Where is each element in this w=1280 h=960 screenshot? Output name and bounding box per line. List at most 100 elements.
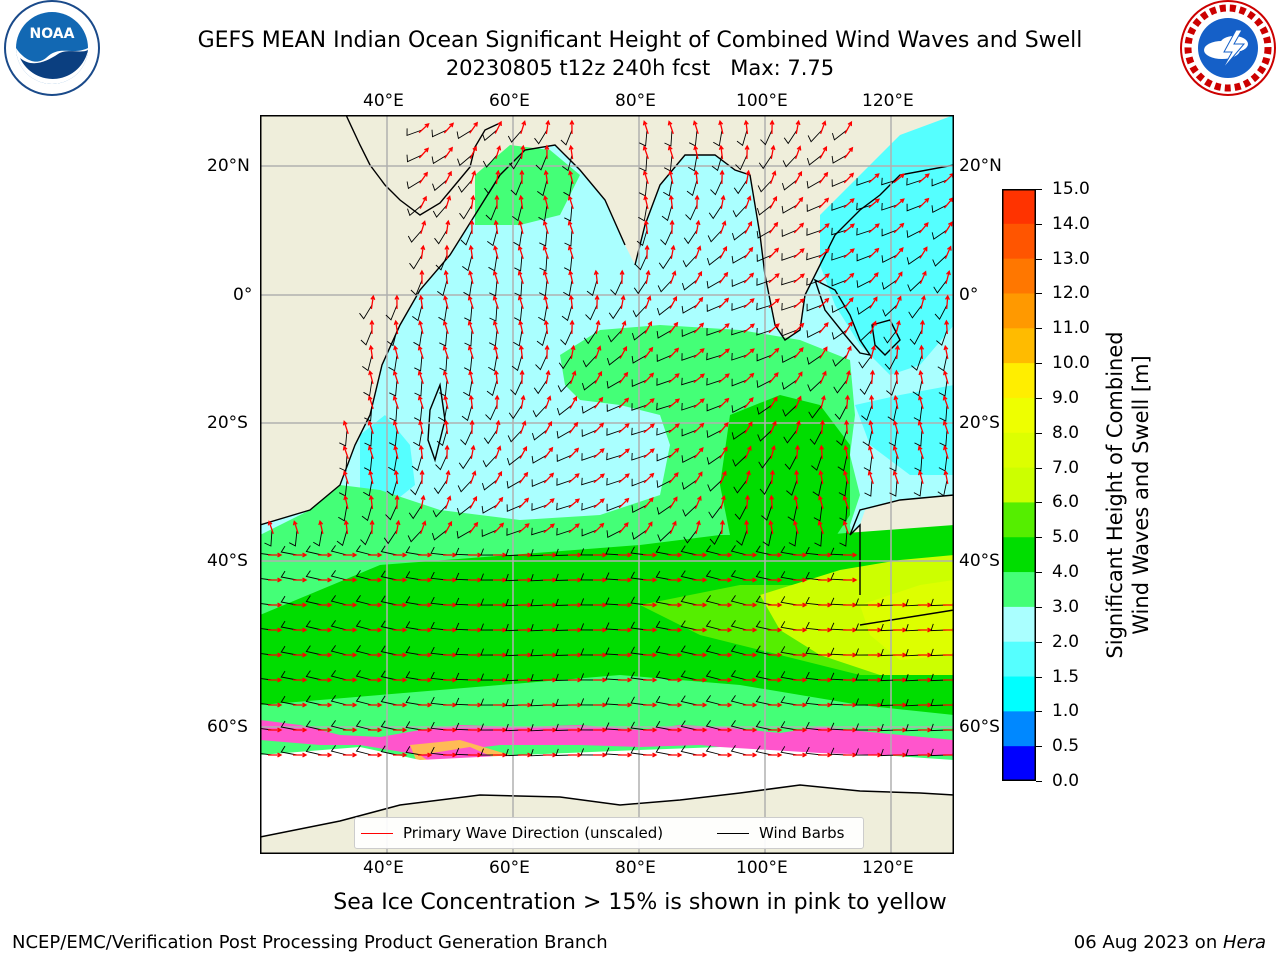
wave-direction-arrow — [543, 523, 555, 534]
wind-barb — [505, 598, 523, 607]
wind-barb — [439, 354, 448, 372]
wave-direction-arrow — [793, 347, 804, 359]
wave-direction-arrow — [843, 577, 858, 583]
wave-direction-arrow — [419, 469, 425, 485]
wind-barb — [880, 748, 898, 757]
legend-swatch-red — [361, 833, 393, 834]
wind-barb — [733, 479, 748, 494]
wave-direction-arrow — [469, 219, 475, 235]
wave-direction-arrow — [893, 394, 899, 410]
wave-direction-arrow — [518, 194, 524, 210]
lon-tick-bottom-100e: 100°E — [736, 858, 788, 878]
wave-direction-arrow — [795, 119, 801, 135]
wave-direction-arrow — [593, 702, 608, 708]
wind-barb — [605, 672, 623, 681]
wave-direction-arrow — [343, 519, 349, 535]
wave-direction-arrow — [743, 552, 758, 558]
wind-barb — [682, 254, 698, 268]
wave-direction-arrow — [467, 295, 474, 309]
wind-barb — [881, 202, 898, 211]
wind-barb — [882, 304, 898, 317]
wave-direction-arrow — [743, 272, 755, 284]
wave-direction-arrow — [293, 677, 308, 683]
wind-barb — [914, 429, 923, 447]
wind-barb — [514, 279, 523, 297]
wind-barb — [682, 504, 698, 517]
wave-direction-arrow — [492, 270, 499, 284]
wave-direction-arrow — [743, 677, 758, 683]
wave-direction-arrow — [393, 652, 408, 658]
wave-direction-arrow — [318, 652, 333, 658]
wave-direction-arrow — [818, 322, 829, 334]
wind-barb — [280, 595, 298, 606]
wave-direction-arrow — [644, 521, 653, 534]
wind-barb — [808, 404, 823, 419]
wind-barb — [664, 129, 673, 147]
colorbar-cell — [1002, 223, 1036, 260]
wave-direction-arrow — [443, 122, 455, 134]
wind-barb — [657, 279, 673, 293]
wind-barb — [931, 204, 948, 213]
colorbar-tick-label: 1.0 — [1052, 701, 1080, 722]
wave-direction-arrow — [768, 347, 780, 359]
wind-barb — [330, 670, 348, 681]
wind-barb — [555, 648, 573, 656]
wave-direction-arrow — [467, 345, 474, 359]
wind-barb — [480, 748, 498, 756]
wind-barb — [411, 454, 423, 472]
wave-direction-arrow — [618, 752, 633, 758]
wind-barb — [881, 177, 898, 186]
wave-direction-arrow — [644, 295, 652, 310]
wind-barb — [856, 279, 873, 288]
wave-direction-arrow — [894, 295, 902, 309]
wind-barb — [630, 671, 648, 681]
wind-barb — [889, 454, 898, 472]
wave-direction-arrow — [768, 627, 783, 633]
wave-direction-arrow — [418, 444, 424, 460]
wind-barb — [538, 204, 548, 222]
wave-direction-arrow — [918, 369, 924, 385]
wave-direction-arrow — [467, 320, 474, 335]
wind-barb — [436, 429, 448, 447]
wind-barb — [830, 597, 848, 606]
wave-direction-arrow — [468, 244, 474, 260]
wind-barb — [430, 671, 448, 681]
wave-direction-arrow — [768, 552, 783, 558]
wind-barb — [805, 621, 823, 631]
wind-barb — [834, 404, 848, 420]
wind-barb — [556, 478, 573, 486]
wave-direction-arrow — [668, 552, 683, 558]
wave-direction-arrow — [418, 677, 433, 683]
wind-barb — [707, 229, 723, 243]
wind-barb — [760, 129, 773, 146]
wave-direction-arrow — [719, 470, 727, 484]
wind-barb — [705, 570, 723, 581]
wind-barb — [781, 253, 798, 261]
wind-barb — [806, 179, 823, 189]
legend-label-wave-direction: Primary Wave Direction (unscaled) — [403, 824, 664, 842]
wind-barb — [831, 252, 848, 261]
wave-direction-arrow — [919, 270, 927, 284]
wind-barb — [414, 354, 423, 372]
wave-direction-arrow — [594, 294, 600, 310]
wave-direction-arrow — [694, 471, 703, 484]
wind-barb — [405, 546, 423, 556]
footer-date-text: 06 Aug 2023 on — [1073, 932, 1223, 953]
wind-barb — [439, 329, 448, 347]
wave-direction-arrow — [343, 677, 358, 683]
wind-barb — [330, 720, 348, 731]
wave-direction-arrow — [918, 222, 929, 234]
wave-direction-arrow — [718, 144, 724, 160]
wave-direction-arrow — [668, 194, 674, 210]
wave-direction-arrow — [743, 652, 758, 658]
wave-direction-arrow — [769, 221, 779, 234]
wind-barb — [880, 673, 898, 682]
wind-barb — [260, 752, 273, 756]
wind-barb — [780, 721, 798, 731]
wind-barb — [355, 570, 373, 581]
wind-barb — [430, 721, 448, 731]
nws-logo — [1180, 0, 1276, 96]
wave-direction-arrow — [318, 727, 333, 733]
wind-barb — [914, 454, 923, 472]
wind-barb — [435, 254, 448, 271]
